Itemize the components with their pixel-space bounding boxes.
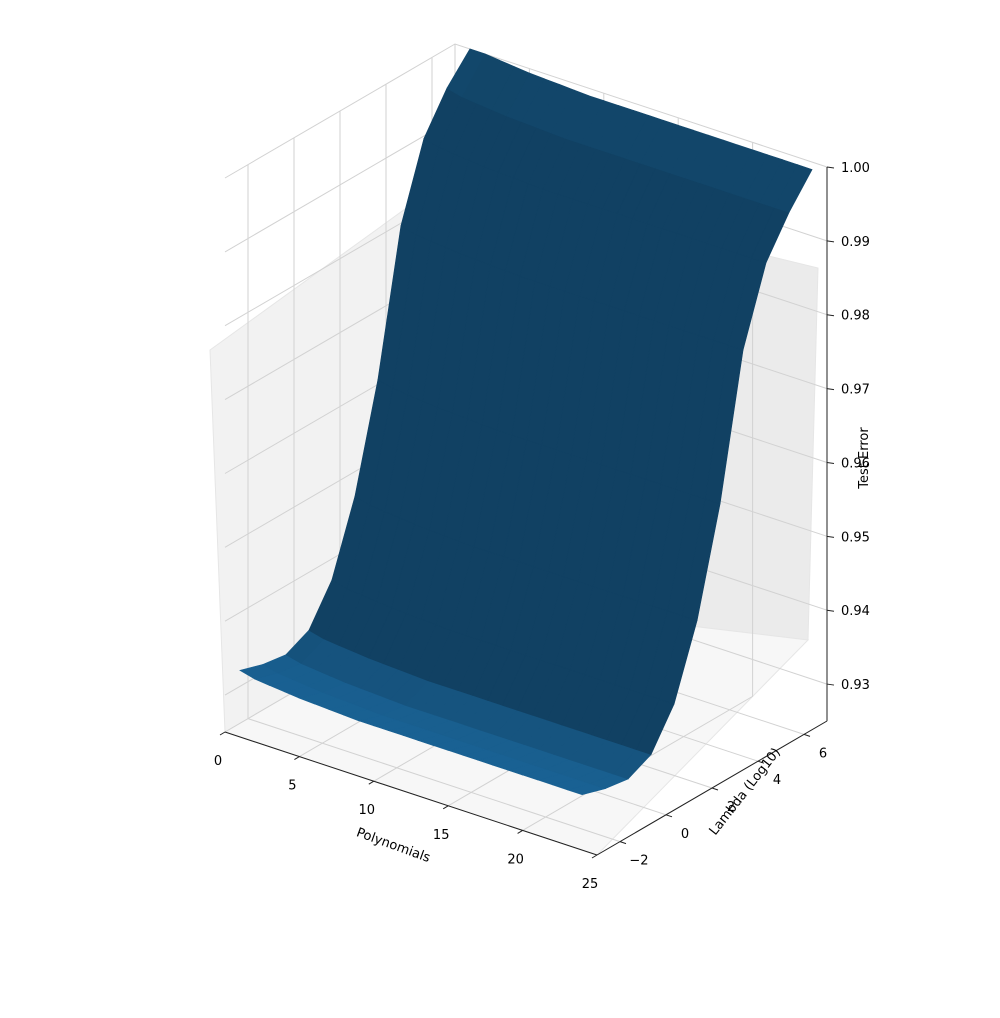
surface-patch-0-9 xyxy=(446,48,486,98)
z-tick-2 xyxy=(826,535,835,538)
x-tick-0 xyxy=(219,731,226,736)
z-tick-5 xyxy=(826,314,835,317)
z-tick-3 xyxy=(826,461,835,464)
x-tick-label-3: 15 xyxy=(433,828,450,843)
z-tick-7 xyxy=(826,166,835,169)
x-tick-label-0: 0 xyxy=(214,754,222,769)
axes: 0 5 10 15 20 25 −2 0 2 4 6 0.93 0.94 0.95 0.96 0.97 0.98… xyxy=(214,161,870,892)
x-tick-3 xyxy=(442,805,449,810)
z-tick-label-4: 0.97 xyxy=(841,383,870,398)
z-tick-1 xyxy=(826,609,835,612)
y-tick-label-2: 2 xyxy=(727,800,735,815)
z-tick-label-3: 0.96 xyxy=(841,456,870,471)
x-axis-line xyxy=(224,731,598,856)
y-gridline-0 xyxy=(247,164,621,843)
y-tick-label-0: −2 xyxy=(629,854,648,869)
x-tick-1 xyxy=(294,756,300,761)
z-tick-label-6: 0.99 xyxy=(841,235,870,250)
y-tick-4 xyxy=(803,733,811,737)
x-tick-5 xyxy=(591,854,598,859)
x-tick-4 xyxy=(517,829,523,834)
x-tick-2 xyxy=(368,780,375,785)
z-gridline-7 xyxy=(224,43,828,179)
z-tick-label-0: 0.93 xyxy=(841,678,870,693)
y-tick-label-1: 0 xyxy=(681,827,689,842)
z-tick-6 xyxy=(826,240,835,243)
x-tick-label-4: 20 xyxy=(507,852,524,867)
z-tick-label-7: 1.00 xyxy=(841,161,870,176)
z-tick-label-2: 0.95 xyxy=(841,530,870,545)
y-tick-label-4: 6 xyxy=(819,746,827,761)
y-tick-1 xyxy=(665,814,673,818)
x-tick-label-2: 10 xyxy=(359,803,376,818)
y-tick-3 xyxy=(757,760,765,764)
x-tick-label-1: 5 xyxy=(288,779,296,794)
surface xyxy=(239,48,813,796)
z-tick-label-1: 0.94 xyxy=(841,604,870,619)
z-tick-label-5: 0.98 xyxy=(841,309,870,324)
z-tick-0 xyxy=(826,683,835,686)
z-axis-title: Test Error xyxy=(857,427,872,490)
y-axis-title: Lambda (Log10) xyxy=(707,745,784,838)
z-tick-4 xyxy=(826,388,835,391)
y-tick-2 xyxy=(711,787,719,791)
y-tick-label-3: 4 xyxy=(773,773,781,788)
x-tick-label-5: 25 xyxy=(582,877,599,892)
x-axis-title: Polynomials xyxy=(354,825,432,866)
y-tick-0 xyxy=(619,841,627,845)
